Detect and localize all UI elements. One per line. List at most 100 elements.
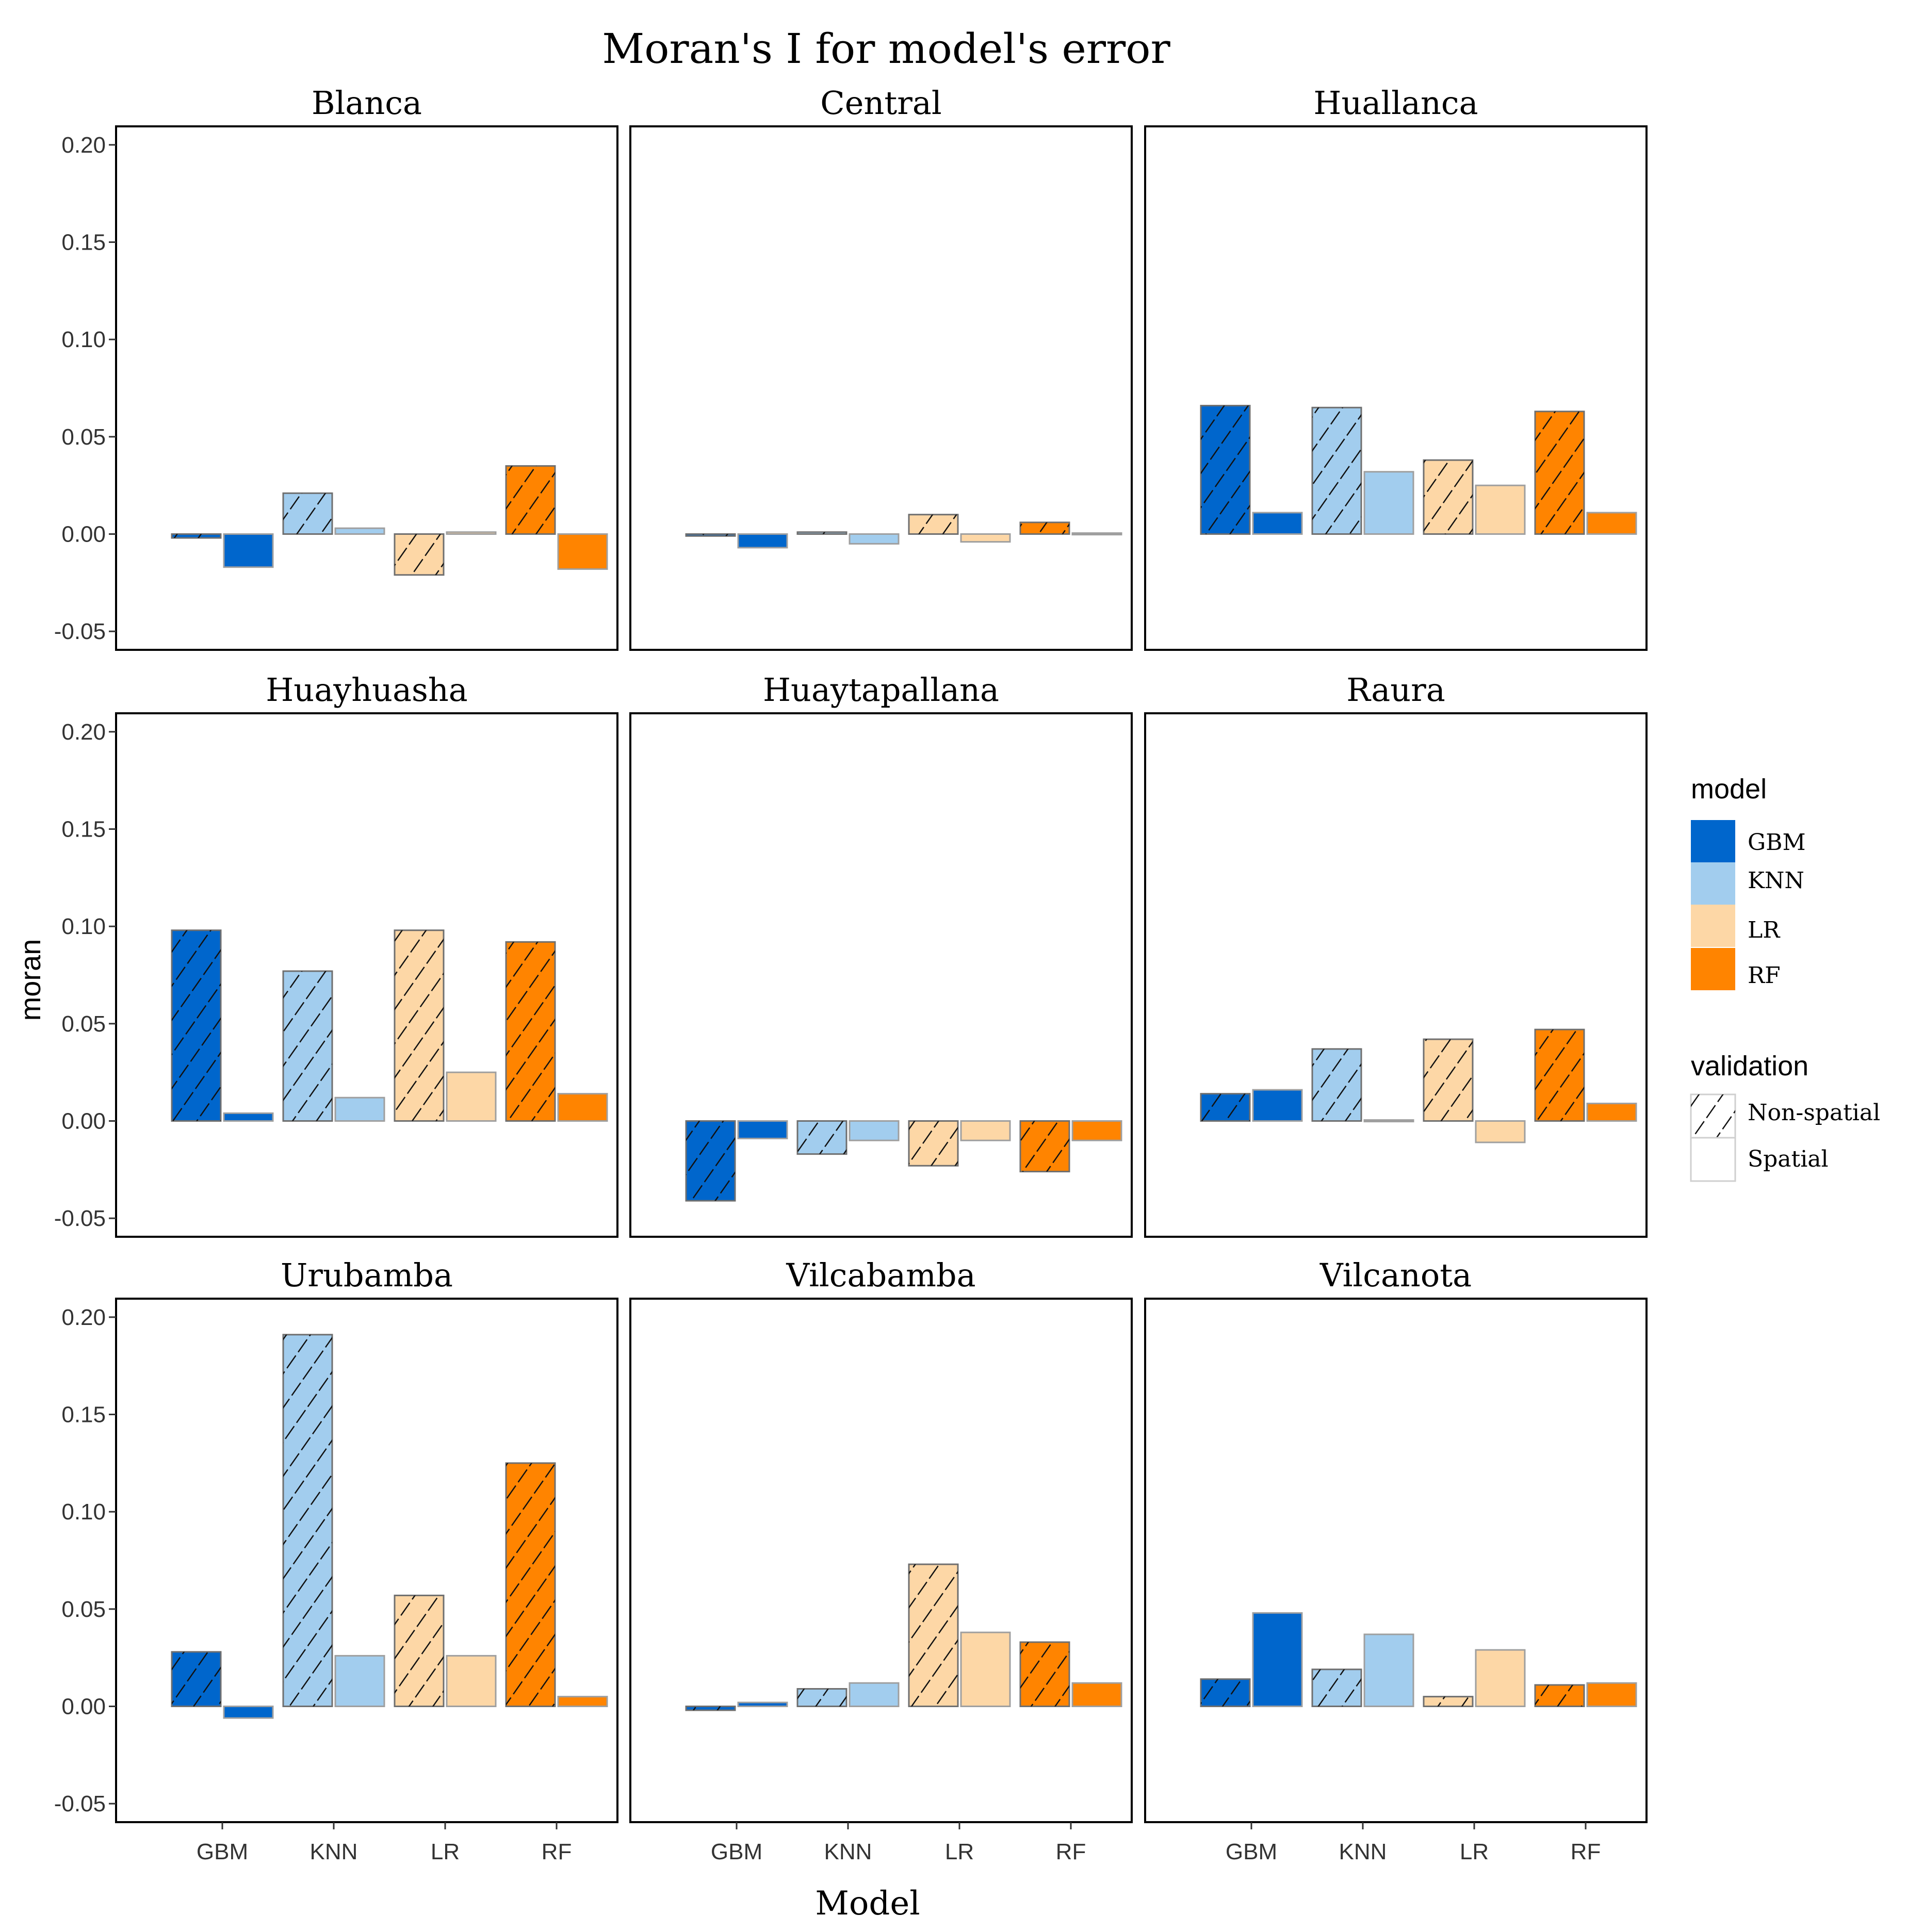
bar-rf-spatial <box>557 1696 608 1707</box>
panel-title: Urubamba <box>281 1256 453 1294</box>
bar-hatch-gbm <box>172 534 221 538</box>
bar-hatch-gbm <box>686 1121 735 1201</box>
bar-lr-spatial <box>446 531 497 535</box>
bar-hatch-gbm <box>686 534 735 536</box>
panel-huayhuasha: Huayhuasha <box>115 671 618 1238</box>
bar-knn-spatial <box>849 1682 900 1707</box>
panel-frame <box>629 712 1133 1238</box>
bar-hatch-rf <box>506 466 555 534</box>
x-axis-title: Model <box>815 1885 920 1923</box>
bar-knn-spatial <box>1363 1119 1414 1123</box>
bar-hatch-rf <box>1535 1684 1584 1707</box>
bar-hatch-knn <box>797 532 846 534</box>
panel-title: Vilcanota <box>1319 1256 1472 1294</box>
panel-frame <box>115 712 618 1238</box>
panel-title: Central <box>820 84 941 122</box>
panel-urubamba: Urubamba <box>115 1256 618 1823</box>
bar-hatch-rf <box>1535 1029 1584 1121</box>
panel-frame <box>115 125 618 651</box>
bar-hatch-lr <box>909 1564 958 1707</box>
bar-rf-spatial <box>1071 1120 1122 1141</box>
bar-hatch-knn <box>283 971 332 1121</box>
legend-label-spatial: Spatial <box>1748 1146 1829 1172</box>
x-tick-label-rf: RF <box>542 1839 572 1864</box>
legend-label-lr: LR <box>1748 917 1781 943</box>
bar-lr-spatial <box>446 1071 497 1122</box>
y-tick-label: 0.15 <box>61 817 106 842</box>
bar-rf-spatial <box>557 1093 608 1122</box>
bar-gbm-spatial <box>1252 512 1303 535</box>
bar-rf-spatial <box>1586 1103 1637 1122</box>
y-tick-label: 0.15 <box>61 1402 106 1428</box>
panel-title: Huaytapallana <box>763 671 999 709</box>
bar-knn-spatial <box>849 1120 900 1141</box>
x-tick-label-gbm: GBM <box>197 1839 248 1864</box>
y-axis-title: moran <box>14 939 46 1021</box>
bar-hatch-lr <box>1424 1696 1473 1707</box>
x-tick-label-knn: KNN <box>310 1839 358 1864</box>
bar-lr-spatial <box>960 1631 1011 1707</box>
legend: model GBM KNN LR RF validation Non-spatial Spat… <box>1690 774 1880 1182</box>
y-tick-label: 0.05 <box>61 424 106 450</box>
panel-frame <box>629 1298 1133 1823</box>
bar-hatch-lr <box>909 514 958 534</box>
bar-knn-spatial <box>334 527 385 535</box>
panel-huaytapallana: Huaytapallana <box>629 671 1133 1238</box>
y-tick-label: 0.00 <box>61 1694 106 1719</box>
bar-knn-spatial <box>1363 471 1414 535</box>
panel-title: Raura <box>1346 671 1445 709</box>
x-tick-label-rf: RF <box>1571 1839 1601 1864</box>
x-tick-label-lr: LR <box>945 1839 974 1864</box>
x-tick-label-gbm: GBM <box>1226 1839 1277 1864</box>
bar-gbm-spatial <box>223 533 274 568</box>
x-tick-label-lr: LR <box>1460 1839 1489 1864</box>
bar-hatch-rf <box>1020 1642 1069 1707</box>
bar-hatch-rf <box>1535 411 1584 534</box>
panel-title: Huallanca <box>1313 84 1478 122</box>
y-tick-label: 0.20 <box>61 719 106 745</box>
y-tick-label: 0.05 <box>61 1597 106 1622</box>
y-tick-label: 0.10 <box>61 914 106 939</box>
bar-hatch-lr <box>909 1121 958 1166</box>
bar-hatch-lr <box>1424 460 1473 534</box>
y-tick-label: 0.05 <box>61 1011 106 1037</box>
panel-frame <box>115 1298 618 1823</box>
legend-label-rf: RF <box>1748 962 1781 989</box>
panel-title: Vilcabamba <box>786 1256 975 1294</box>
panel-raura: Raura <box>1144 671 1648 1238</box>
legend-validation-title: validation <box>1691 1051 1808 1082</box>
panel-frame <box>1144 1298 1648 1823</box>
legend-key-hatch <box>1691 1094 1735 1138</box>
legend-model-title: model <box>1691 774 1767 805</box>
bar-rf-spatial <box>1071 1682 1122 1707</box>
bar-hatch-knn <box>1312 1669 1361 1707</box>
bar-lr-spatial <box>1475 484 1526 535</box>
bar-gbm-spatial <box>1252 1612 1303 1707</box>
y-tick-label: 0.20 <box>61 1305 106 1330</box>
bar-lr-spatial <box>1475 1120 1526 1143</box>
panel-title: Huayhuasha <box>266 671 468 709</box>
bar-lr-spatial <box>1475 1649 1526 1707</box>
panel-vilcanota: Vilcanota <box>1144 1256 1648 1823</box>
x-tick-label-rf: RF <box>1056 1839 1086 1864</box>
bar-lr-spatial <box>446 1655 497 1707</box>
bar-hatch-knn <box>797 1121 846 1154</box>
legend-label-knn: KNN <box>1748 867 1804 894</box>
y-tick-label: -0.05 <box>54 1791 106 1816</box>
bar-hatch-gbm <box>1201 1093 1250 1121</box>
bar-hatch-lr <box>395 930 444 1121</box>
bar-hatch-gbm <box>172 930 221 1121</box>
bar-gbm-spatial <box>223 1705 274 1719</box>
bar-gbm-spatial <box>737 1120 788 1139</box>
x-tick-label-knn: KNN <box>1339 1839 1387 1864</box>
y-tick-label: -0.05 <box>54 619 106 644</box>
panel-title: Blanca <box>312 84 422 122</box>
bar-lr-spatial <box>960 1120 1011 1141</box>
bar-gbm-spatial <box>1252 1089 1303 1122</box>
bar-hatch-rf <box>506 942 555 1121</box>
bar-gbm-spatial <box>737 1701 788 1707</box>
panel-huallanca: Huallanca <box>1144 84 1648 651</box>
bar-lr-spatial <box>960 533 1011 543</box>
bar-hatch-gbm <box>686 1706 735 1711</box>
bar-hatch-gbm <box>172 1651 221 1707</box>
